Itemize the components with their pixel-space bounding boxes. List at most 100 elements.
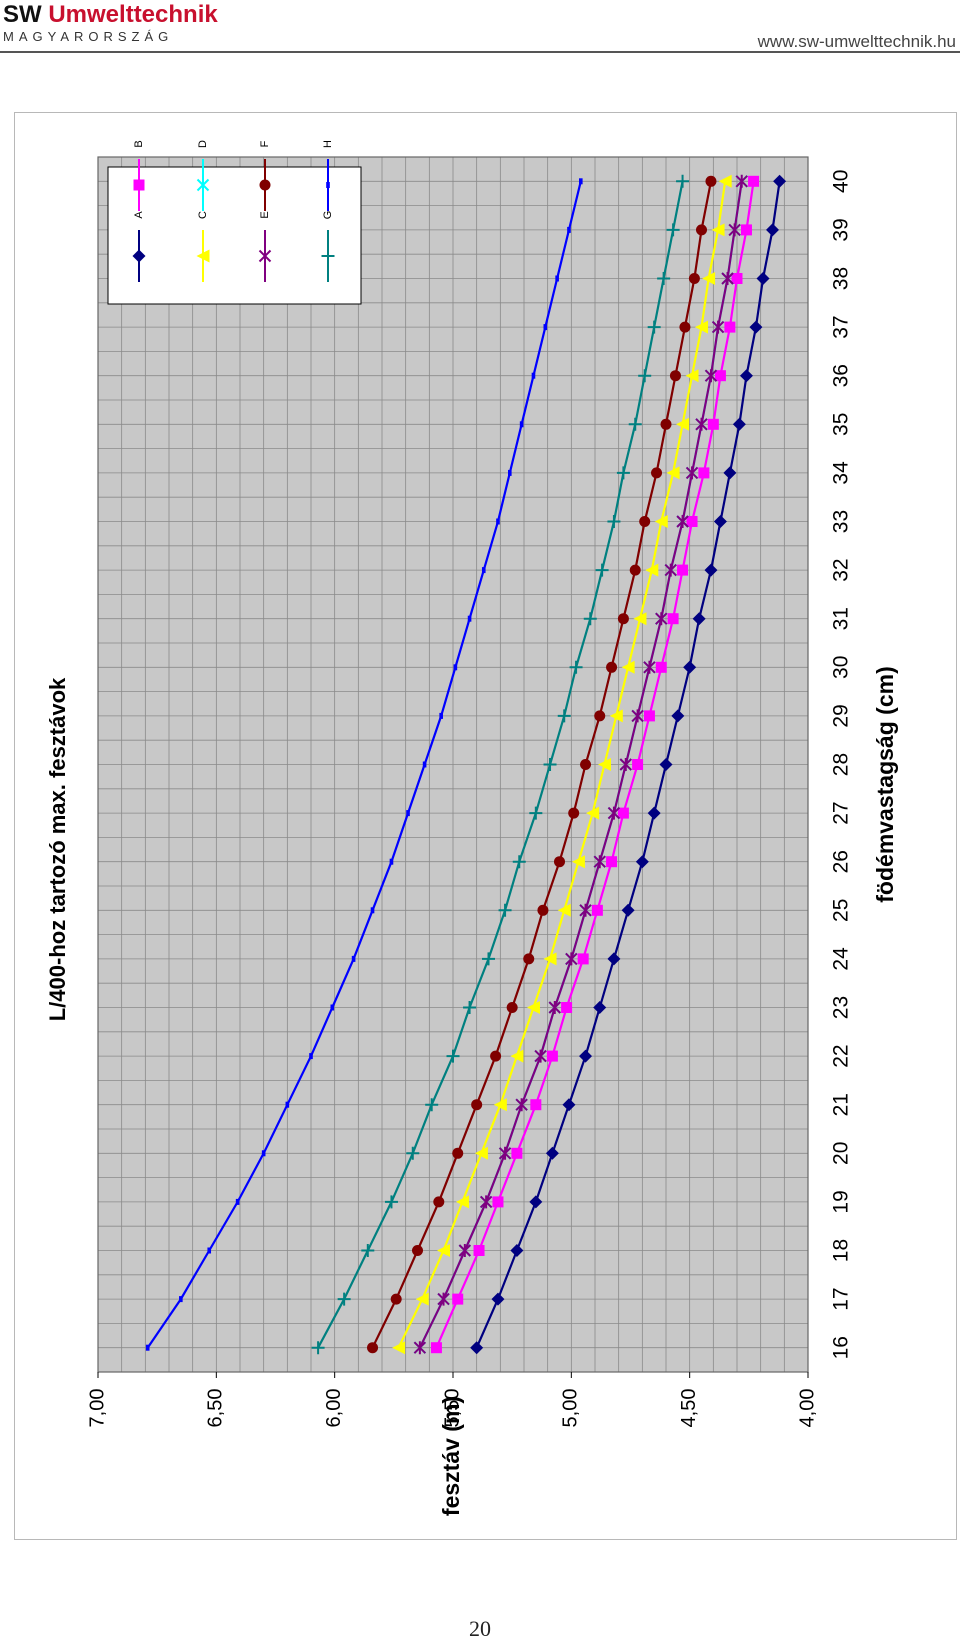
marker-plus [666,223,680,237]
legend-label: E [259,211,271,218]
x-tick-label: 16 [830,1336,853,1359]
x-tick-label: 25 [830,899,853,922]
x-tick-label: 35 [830,413,853,436]
marker-circle [554,856,565,868]
brand-subtitle: MAGYARORSZÁG [3,29,174,44]
marker-circle [471,1099,483,1111]
marker-triangle [676,417,690,431]
marker-square [430,1342,442,1354]
x-tick-label: 33 [830,510,853,533]
marker-triangle [196,249,210,263]
marker-triangle [695,320,708,334]
x-tick-label: 30 [830,656,853,679]
marker-diamond [749,320,763,334]
marker-triangle [666,466,680,480]
x-tick-label: 18 [830,1239,853,1262]
marker-diamond [713,515,727,528]
marker-asterisk [676,515,689,528]
marker-dash [370,907,375,914]
marker-diamond [766,223,779,237]
x-tick-label: 37 [830,315,853,338]
marker-dash [235,1198,240,1205]
page-number: 20 [469,1616,491,1641]
brand-prefix: SW [3,1,42,28]
marker-plus [311,1341,325,1355]
legend-label: C [197,211,209,219]
marker-diamond [732,417,746,431]
x-tick-label: 32 [830,558,853,581]
marker-circle [580,759,592,770]
x-tick-label: 17 [830,1287,853,1310]
legend-item-A: A [132,211,146,282]
marker-asterisk [548,1001,561,1014]
marker-diamond [529,1195,543,1209]
legend-item-H: H [322,140,334,211]
x-tick-label: 21 [830,1093,853,1116]
marker-triangle [474,1146,488,1160]
marker-plus [498,903,512,917]
marker-asterisk [631,709,644,723]
series-B [430,175,760,1354]
marker-asterisk [593,855,606,869]
marker-diamond [579,1049,593,1063]
marker-dash [531,372,536,379]
marker-square [617,807,629,819]
x-tick-label: 20 [830,1142,853,1165]
marker-diamond [510,1244,524,1257]
marker-circle [629,564,641,576]
marker-square [677,564,689,576]
marker-asterisk [704,369,718,383]
y-tick-label: 6,50 [205,1389,227,1428]
marker-circle [412,1245,423,1256]
marker-circle [523,953,535,965]
marker-asterisk [458,1244,472,1257]
x-tick-label: 24 [830,947,853,971]
marker-dash [179,1296,183,1303]
marker-asterisk [437,1292,450,1306]
marker-plus [321,249,335,263]
legend-item-E: E [258,211,272,282]
marker-dash [481,567,486,574]
legend-label: G [322,211,334,220]
marker-asterisk [515,1098,528,1112]
marker-asterisk [735,174,748,188]
marker-diamond [773,174,787,188]
marker-diamond [671,709,685,723]
marker-dash [351,955,356,962]
marker-dash [567,226,571,233]
marker-triangle [711,223,725,237]
x-tick-label: 27 [830,801,853,824]
marker-diamond [683,660,697,674]
marker-asterisk [479,1195,493,1209]
marker-square [561,1002,573,1013]
legend-label: B [133,140,145,147]
marker-triangle [685,369,699,383]
marker-square [546,1050,558,1062]
marker-circle [617,613,629,625]
marker-triangle [609,709,623,723]
y-tick-label: 5,50 [441,1389,463,1428]
marker-plus [583,612,597,626]
marker-triangle [543,952,557,966]
marker-square [731,273,743,284]
marker-asterisk [643,660,656,674]
marker-square [492,1196,504,1208]
legend-item-C: C [196,211,210,282]
marker-plus [628,417,642,431]
marker-triangle [597,758,611,771]
marker-plus [406,1146,420,1160]
legend-item-F: F [259,140,271,211]
legend-box [107,166,362,305]
marker-square [724,321,736,333]
span-chart: 4,00 4,50 5,00 5,50 6,00 6,50 7,00 16 17 18 19 20 21… [45,140,898,1516]
marker-diamond [692,612,706,626]
marker-dash [285,1101,290,1108]
marker-circle [367,1342,379,1354]
y-axis-label: fesztáv (m) [438,1396,464,1516]
marker-triangle [571,855,585,869]
marker-diamond [659,758,673,771]
marker-plus [512,855,526,869]
marker-dash [406,810,410,817]
brand-logo: SW Umwelttechnik MAGYARORSZÁG [3,1,218,45]
marker-plus [446,1049,460,1063]
